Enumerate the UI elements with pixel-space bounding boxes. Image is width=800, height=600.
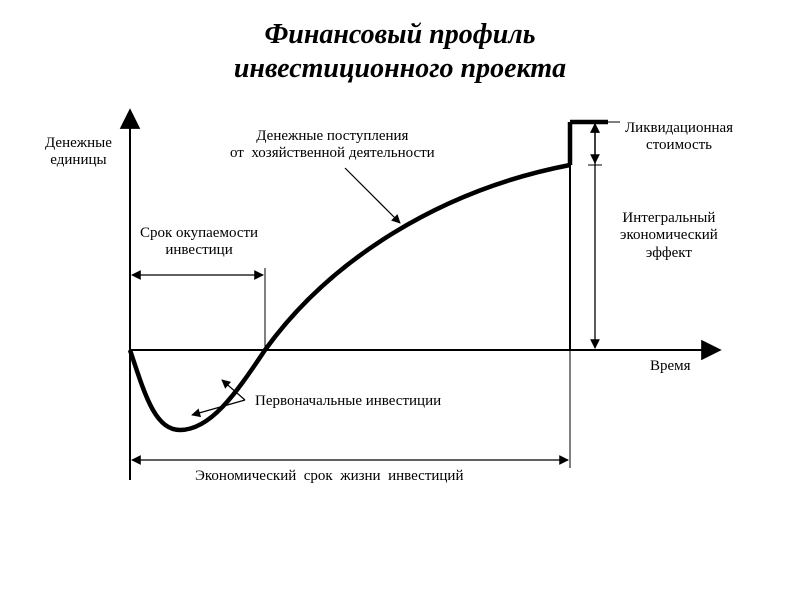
- payback-label: Срок окупаемости инвестици: [140, 225, 258, 260]
- slide: Финансовый профиль инвестиционного проек…: [0, 0, 800, 600]
- diagram-svg: [0, 0, 800, 600]
- cash-leader: [345, 168, 400, 223]
- salvage-label: Ликвидационная стоимость: [625, 120, 733, 155]
- y-axis-label: Денежные единицы: [45, 135, 112, 170]
- initial-inv-label: Первоначальные инвестиции: [255, 393, 441, 410]
- integral-label: Интегральный экономический эффект: [620, 210, 718, 262]
- x-axis-label: Время: [650, 358, 691, 375]
- profile-curve: [130, 165, 570, 430]
- cash-inflows-label: Денежные поступления от хозяйственной де…: [230, 128, 435, 163]
- life-label: Экономический срок жизни инвестиций: [195, 468, 463, 485]
